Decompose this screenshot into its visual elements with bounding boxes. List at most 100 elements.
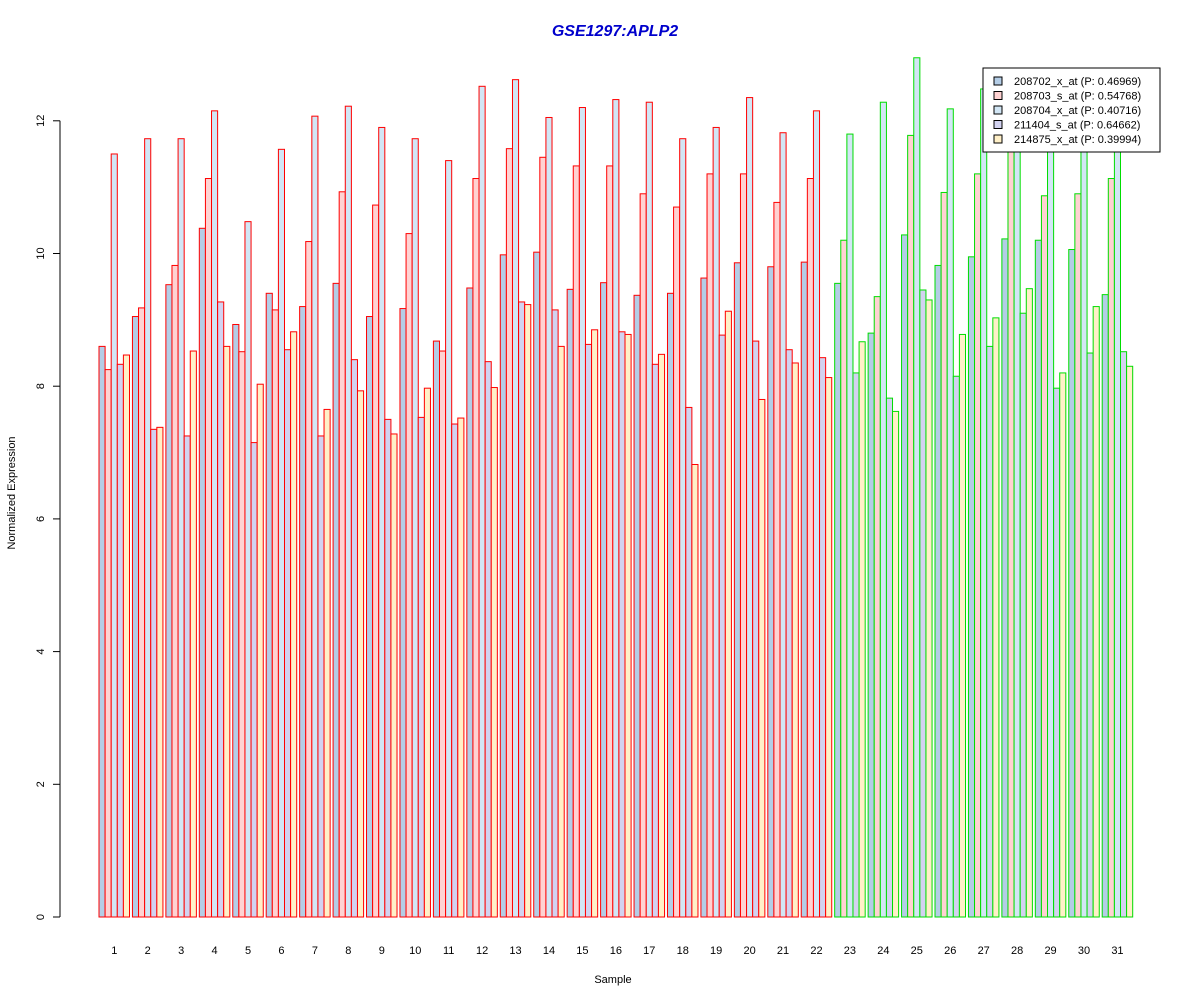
bar-sample-19-series-2 bbox=[706, 173, 714, 918]
bar-sample-31-series-5 bbox=[1126, 365, 1134, 918]
bar-sample-18-series-3 bbox=[679, 138, 687, 918]
bar-sample-12-series-4 bbox=[484, 361, 492, 918]
bar-sample-8-series-5 bbox=[356, 390, 365, 918]
bar-sample-27-series-1 bbox=[967, 256, 976, 918]
bar-sample-22-series-2 bbox=[806, 178, 814, 918]
bar-sample-31-series-1 bbox=[1101, 294, 1109, 918]
bar-sample-17-series-5 bbox=[657, 353, 666, 918]
bar-sample-26-series-5 bbox=[958, 333, 967, 918]
bar-sample-31-series-4 bbox=[1120, 351, 1128, 918]
bar-sample-23-series-3 bbox=[846, 133, 854, 918]
bar-sample-9-series-3 bbox=[378, 126, 386, 918]
bar-sample-9-series-1 bbox=[366, 316, 374, 918]
legend-swatch bbox=[993, 91, 1003, 100]
bar-sample-26-series-3 bbox=[946, 108, 954, 918]
bar-sample-10-series-2 bbox=[405, 233, 413, 918]
x-axis-label: Sample bbox=[594, 974, 631, 986]
bar-sample-13-series-2 bbox=[505, 148, 513, 918]
bar-sample-21-series-4 bbox=[785, 349, 793, 918]
x-tick-label: 8 bbox=[345, 945, 351, 957]
bar-sample-10-series-4 bbox=[417, 416, 425, 918]
bar-sample-24-series-3 bbox=[879, 101, 887, 918]
bar-sample-6-series-1 bbox=[265, 292, 273, 918]
legend: 208702_x_at (P: 0.46969) 208703_s_at (P: … bbox=[982, 67, 1161, 153]
bar-sample-22-series-1 bbox=[800, 261, 808, 918]
bar-sample-29-series-1 bbox=[1034, 239, 1042, 918]
bar-sample-5-series-2 bbox=[238, 351, 246, 918]
legend-label: 211404_s_at (P: 0.64662) bbox=[1014, 120, 1140, 132]
bar-sample-6-series-4 bbox=[284, 349, 292, 918]
bar-sample-9-series-5 bbox=[390, 433, 398, 918]
bar-sample-28-series-2 bbox=[1007, 150, 1015, 918]
bar-sample-11-series-4 bbox=[451, 423, 459, 918]
bar-sample-16-series-3 bbox=[612, 99, 620, 918]
bar-sample-31-series-2 bbox=[1107, 178, 1115, 918]
bar-sample-12-series-1 bbox=[466, 287, 474, 918]
bar-sample-13-series-1 bbox=[499, 254, 507, 918]
bar-sample-25-series-2 bbox=[907, 134, 915, 918]
x-tick-label: 7 bbox=[312, 945, 318, 957]
bar-sample-4-series-1 bbox=[198, 227, 206, 918]
x-tick-label: 5 bbox=[245, 945, 251, 957]
bar-sample-5-series-1 bbox=[232, 323, 240, 918]
bar-sample-29-series-5 bbox=[1059, 372, 1067, 918]
bar-sample-26-series-2 bbox=[940, 191, 948, 918]
legend-swatch bbox=[993, 76, 1003, 86]
x-tick-label: 14 bbox=[543, 945, 555, 957]
bar-sample-24-series-4 bbox=[885, 397, 894, 918]
bar-sample-10-series-3 bbox=[411, 138, 419, 918]
bar-sample-26-series-1 bbox=[934, 264, 942, 918]
y-axis-label: Normalized Expression bbox=[6, 436, 18, 549]
x-tick-label: 1 bbox=[111, 945, 117, 957]
bar-sample-18-series-5 bbox=[691, 463, 699, 918]
bar-sample-19-series-3 bbox=[712, 126, 720, 918]
y-tick-label: 10 bbox=[35, 247, 47, 259]
bars-group bbox=[98, 57, 1134, 918]
x-tick-label: 27 bbox=[978, 945, 990, 957]
legend-label: 208704_x_at (P: 0.40716) bbox=[1014, 105, 1141, 117]
bar-sample-3-series-3 bbox=[177, 138, 185, 918]
x-tick-label: 15 bbox=[576, 945, 588, 957]
bar-sample-13-series-3 bbox=[511, 79, 520, 918]
bar-sample-24-series-2 bbox=[873, 296, 881, 918]
bar-sample-30-series-4 bbox=[1086, 352, 1094, 918]
bar-sample-17-series-1 bbox=[633, 294, 641, 918]
x-tick-label: 19 bbox=[710, 945, 722, 957]
bar-sample-8-series-3 bbox=[344, 105, 352, 918]
bar-sample-22-series-3 bbox=[812, 110, 821, 918]
bar-sample-2-series-4 bbox=[150, 428, 158, 918]
bar-sample-21-series-5 bbox=[791, 362, 799, 918]
bar-sample-17-series-2 bbox=[639, 193, 647, 918]
bar-sample-1-series-4 bbox=[116, 363, 124, 918]
bar-sample-21-series-1 bbox=[767, 266, 775, 918]
x-tick-label: 26 bbox=[944, 945, 956, 957]
bar-sample-28-series-5 bbox=[1025, 288, 1033, 918]
x-tick-label: 13 bbox=[509, 945, 521, 957]
bar-sample-18-series-2 bbox=[673, 206, 681, 918]
bar-sample-12-series-3 bbox=[478, 85, 486, 918]
legend-label: 208702_x_at (P: 0.46969) bbox=[1014, 76, 1141, 88]
x-tick-label: 6 bbox=[278, 945, 284, 957]
bar-sample-23-series-4 bbox=[852, 372, 860, 918]
bar-sample-20-series-2 bbox=[739, 173, 748, 918]
y-tick-label: 2 bbox=[35, 781, 47, 787]
bar-sample-9-series-4 bbox=[384, 418, 392, 918]
bar-sample-30-series-1 bbox=[1068, 249, 1076, 918]
x-tick-label: 30 bbox=[1078, 945, 1090, 957]
legend-swatch bbox=[993, 134, 1003, 144]
bar-sample-3-series-2 bbox=[171, 264, 179, 918]
bar-sample-31-series-3 bbox=[1113, 130, 1122, 918]
bar-sample-10-series-5 bbox=[423, 387, 431, 918]
bar-sample-10-series-1 bbox=[399, 308, 407, 918]
x-tick-label: 29 bbox=[1044, 945, 1056, 957]
bar-sample-7-series-5 bbox=[323, 408, 331, 918]
bar-sample-14-series-4 bbox=[551, 309, 559, 918]
bar-sample-28-series-3 bbox=[1013, 114, 1021, 918]
x-tick-label: 17 bbox=[643, 945, 655, 957]
bar-sample-4-series-2 bbox=[204, 178, 213, 918]
y-tick-label: 8 bbox=[35, 383, 47, 389]
bar-sample-15-series-5 bbox=[591, 329, 599, 918]
bar-sample-15-series-3 bbox=[578, 107, 586, 918]
bar-sample-7-series-4 bbox=[317, 435, 325, 918]
